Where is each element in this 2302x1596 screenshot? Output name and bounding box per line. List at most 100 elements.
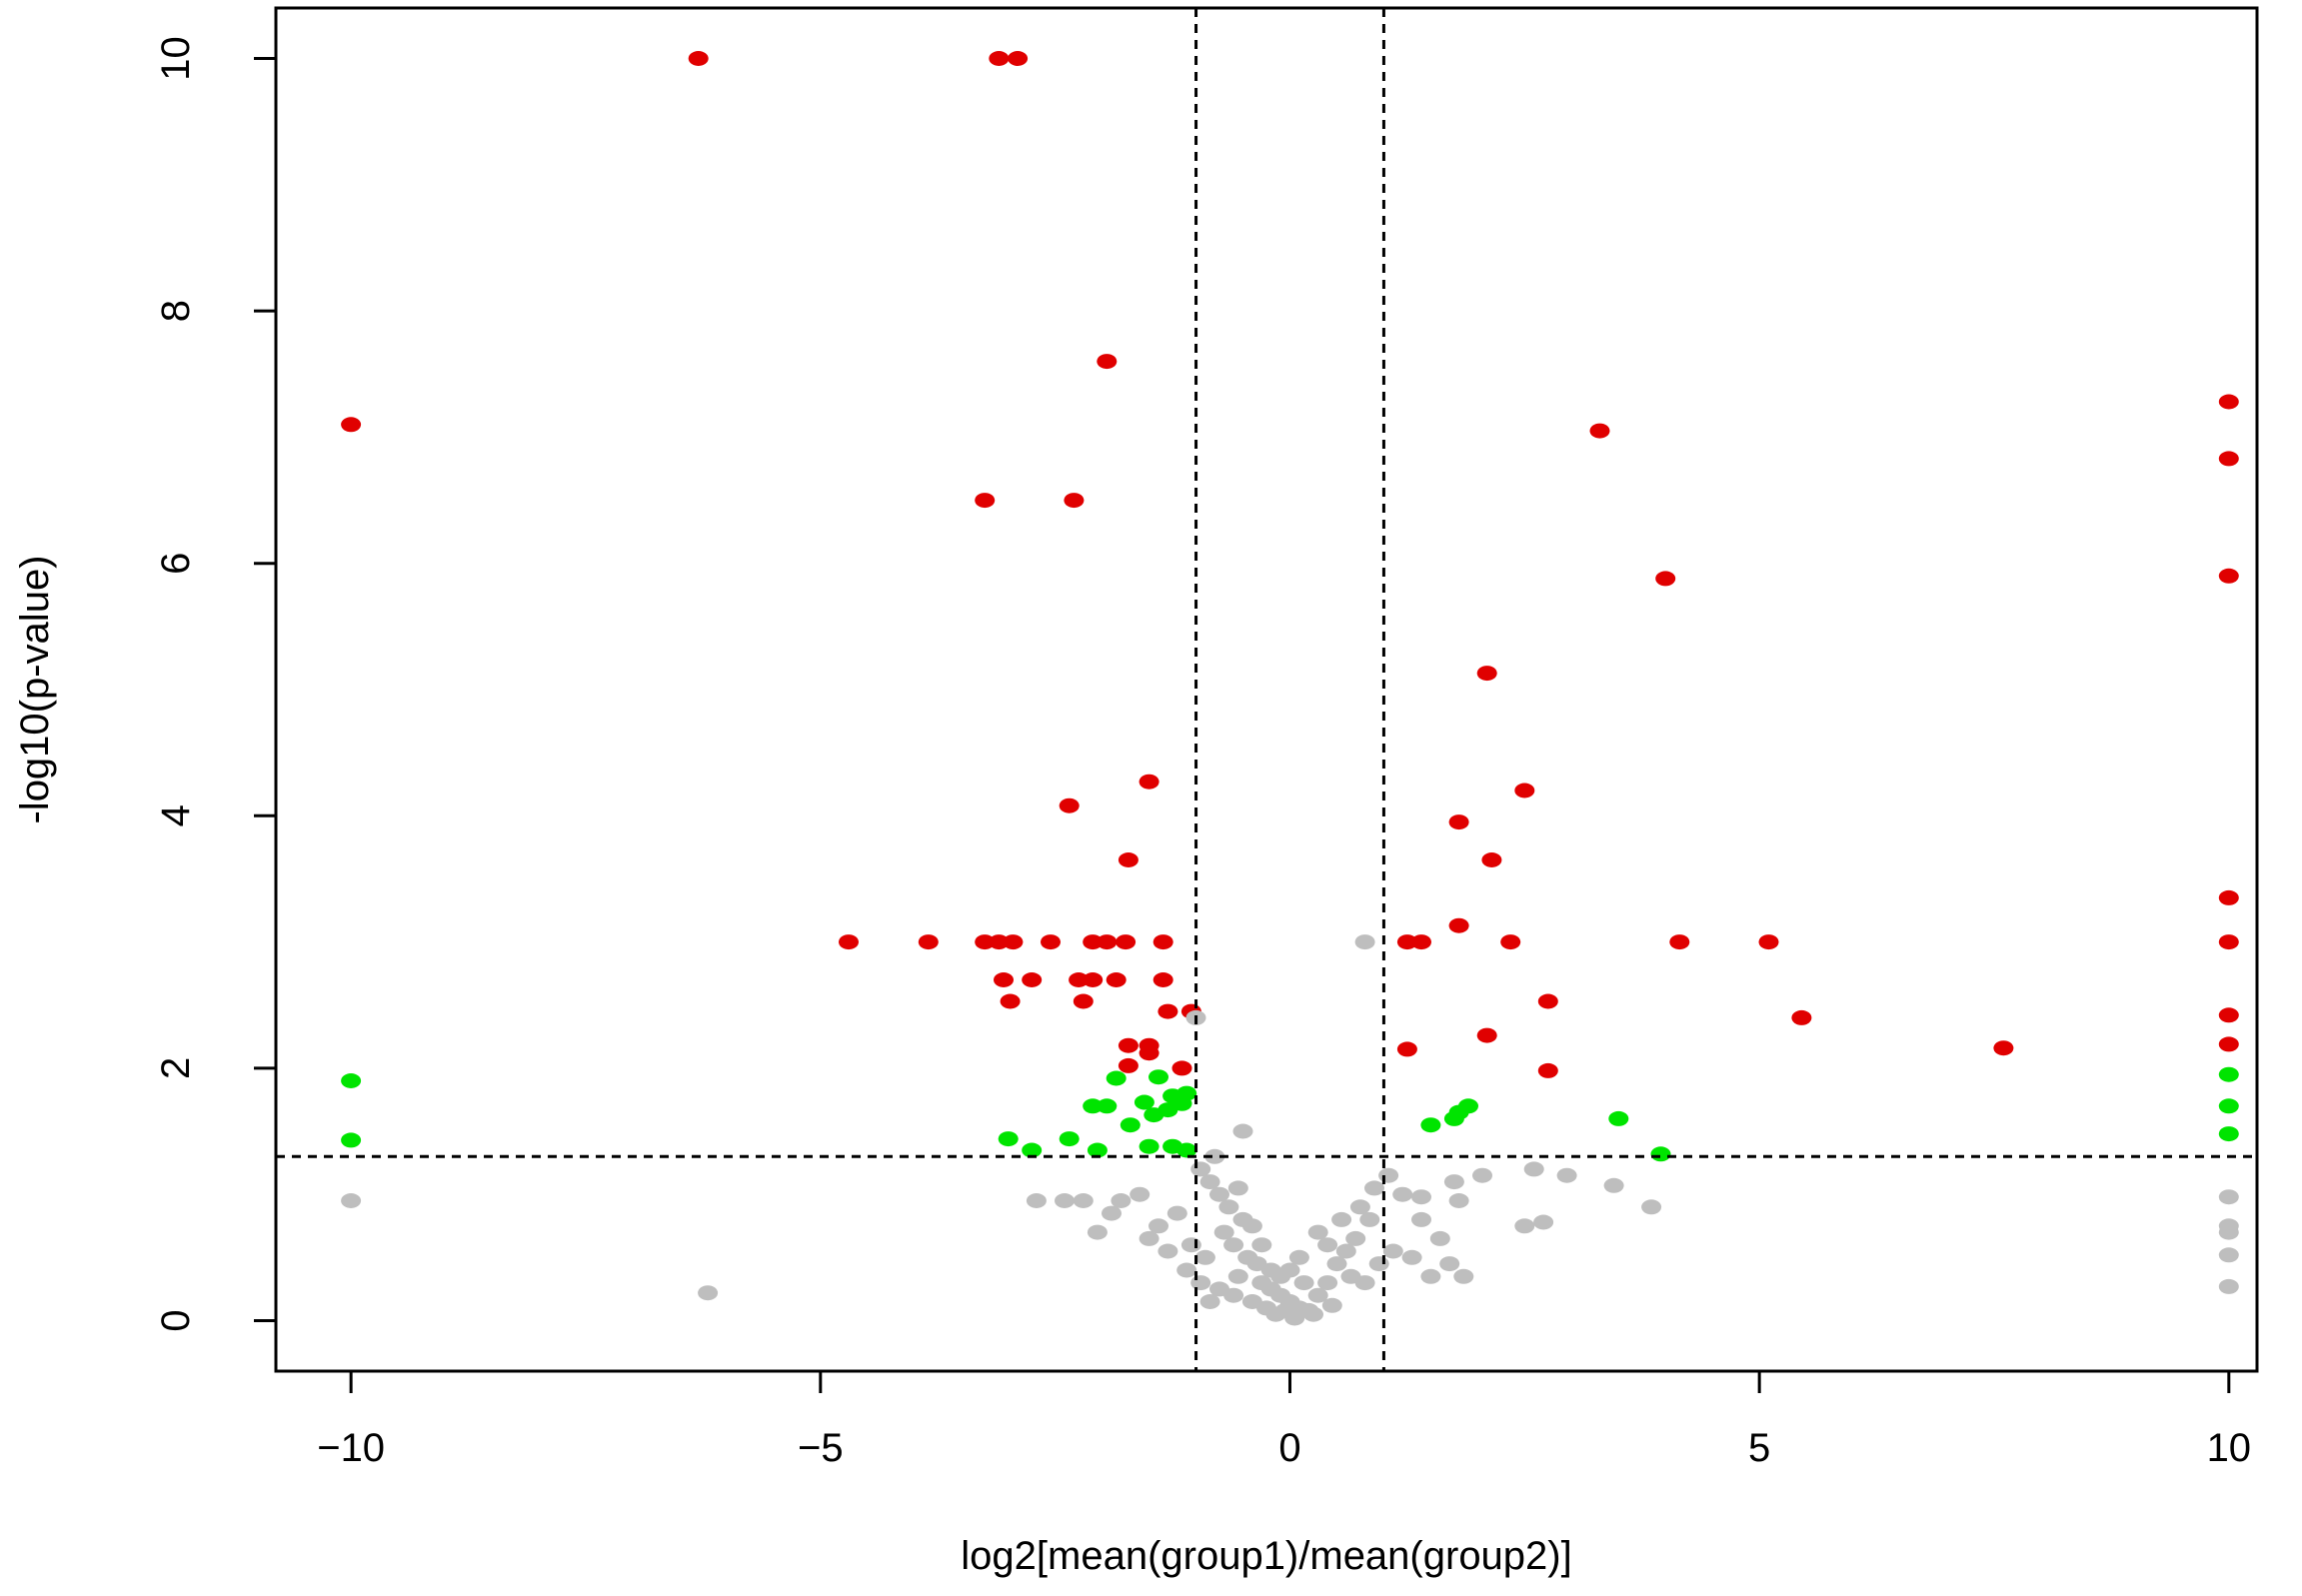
data-point [1227, 1180, 1248, 1196]
data-point [1157, 1003, 1178, 1019]
data-point [1097, 934, 1118, 950]
data-point [1307, 1287, 1328, 1303]
x-tick-label: −10 [317, 1426, 385, 1470]
data-point [1993, 1040, 2014, 1056]
data-point [1190, 1161, 1211, 1177]
data-point [2218, 1189, 2239, 1205]
data-point [1354, 1275, 1375, 1291]
data-point [1448, 814, 1469, 830]
data-point [1500, 934, 1521, 950]
data-point [1157, 1243, 1178, 1259]
data-point [1443, 1110, 1464, 1126]
data-point [1359, 1211, 1380, 1227]
data-point [1251, 1237, 1272, 1253]
data-point [1382, 1243, 1403, 1259]
data-point [688, 51, 709, 66]
data-point [1022, 972, 1043, 987]
data-point [1059, 798, 1080, 813]
data-point [1102, 1205, 1122, 1221]
data-point [1317, 1275, 1338, 1291]
data-point [1152, 972, 1173, 987]
data-point [1537, 1062, 1558, 1078]
series-2 [341, 934, 2239, 1326]
data-point [1476, 666, 1497, 682]
data-point [1401, 1249, 1422, 1265]
x-tick-label: 10 [2207, 1426, 2252, 1470]
data-point [1003, 934, 1024, 950]
data-point [1481, 852, 1502, 867]
data-point [698, 1285, 719, 1301]
data-point [1139, 1230, 1159, 1246]
y-tick-label: 0 [154, 1309, 198, 1331]
data-point [1326, 1256, 1347, 1272]
data-point [1204, 1148, 1225, 1164]
data-point [1288, 1249, 1309, 1265]
data-point [975, 934, 996, 950]
data-point [1176, 1262, 1197, 1278]
data-point [1514, 783, 1535, 798]
data-point [1171, 1060, 1192, 1076]
data-point [1116, 934, 1137, 950]
data-point [2218, 1007, 2239, 1023]
data-point [1411, 1211, 1431, 1227]
data-point [1354, 934, 1375, 950]
data-point [1655, 571, 1676, 587]
data-point [1758, 934, 1779, 950]
data-point [1008, 51, 1029, 66]
series-0 [341, 51, 2239, 1078]
data-point [918, 934, 939, 950]
data-point [2218, 1098, 2239, 1114]
data-point [2218, 394, 2239, 410]
data-point [2218, 451, 2239, 467]
data-point [1149, 1069, 1168, 1085]
data-point [2218, 1278, 2239, 1294]
y-axis: 0 2 4 6 8 10 [154, 36, 278, 1332]
data-point [1303, 1306, 1323, 1322]
points-layer [341, 51, 2239, 1326]
data-point [1335, 1243, 1356, 1259]
data-point [1041, 934, 1061, 950]
data-point [1321, 1297, 1342, 1313]
series-1 [341, 1066, 2239, 1162]
data-point [2218, 1036, 2239, 1052]
data-point [1650, 1146, 1671, 1162]
y-tick-label: 4 [154, 804, 198, 826]
data-point [1589, 423, 1610, 439]
data-point [2218, 889, 2239, 905]
data-point [1073, 993, 1094, 1009]
data-point [1472, 1167, 1492, 1183]
data-point [1064, 493, 1085, 509]
y-tick-label: 8 [154, 300, 198, 322]
data-point [1556, 1167, 1577, 1183]
data-point [1411, 934, 1431, 950]
data-point [2218, 568, 2239, 584]
data-point [341, 1073, 362, 1088]
data-point [2218, 1224, 2239, 1240]
data-point [1149, 1218, 1168, 1234]
data-point [1106, 972, 1127, 987]
data-point [1232, 1123, 1253, 1139]
data-point [1130, 1186, 1151, 1202]
data-point [1059, 1131, 1080, 1147]
data-point [1055, 1193, 1075, 1208]
data-point [1420, 1268, 1441, 1284]
data-point [1022, 1142, 1043, 1158]
data-point [1603, 1177, 1624, 1193]
data-point [1443, 1174, 1464, 1190]
data-point [1396, 934, 1417, 950]
x-tick-label: 0 [1278, 1426, 1300, 1470]
data-point [998, 1131, 1019, 1147]
data-point [1199, 1294, 1220, 1309]
data-point [1144, 1107, 1164, 1123]
data-point [1087, 1142, 1108, 1158]
data-point [1118, 852, 1139, 867]
data-point [989, 934, 1010, 950]
data-point [1190, 1275, 1211, 1291]
data-point [2218, 934, 2239, 950]
data-point [1194, 1249, 1215, 1265]
data-point [1218, 1199, 1239, 1215]
data-point [1293, 1275, 1314, 1291]
data-point [1429, 1230, 1450, 1246]
data-point [1669, 934, 1690, 950]
